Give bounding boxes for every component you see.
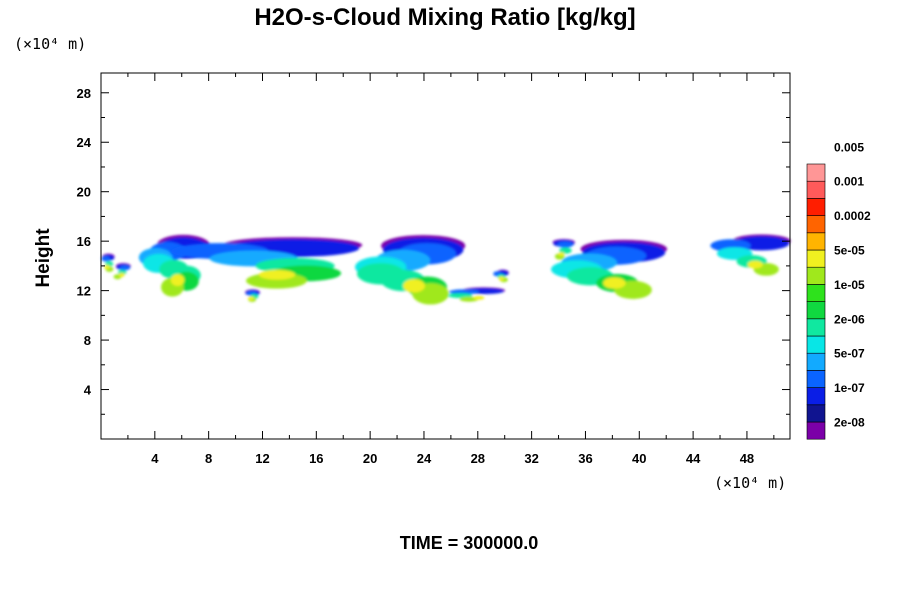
y-tick-label: 28 <box>77 86 91 101</box>
x-tick-label: 48 <box>740 451 754 466</box>
colorbar-cell <box>806 352 826 371</box>
colorbar-cell <box>806 335 826 354</box>
y-tick-label: 4 <box>84 383 92 398</box>
cloud-core <box>558 252 565 257</box>
cloud-core <box>118 272 125 277</box>
cloud-core <box>104 265 111 270</box>
x-tick-label: 28 <box>471 451 485 466</box>
colorbar-cell <box>806 301 826 320</box>
x-tick-label: 24 <box>417 451 432 466</box>
cloud-patch <box>245 289 260 303</box>
colorbar-cell <box>806 163 826 182</box>
cloud-patch <box>710 234 791 276</box>
colorbar-label: 0.0002 <box>834 209 871 223</box>
colorbar-cell <box>806 370 826 388</box>
colorbar-label: 2e-06 <box>834 312 865 326</box>
x-axis: 4 8 12 16 20 24 28 32 36 40 44 48 <box>127 73 775 466</box>
x-tick-label: 8 <box>205 451 212 466</box>
colorbar: 2e-08 1e-07 5e-07 2e-06 1e-05 5e-05 0.0002 0.00… <box>806 140 871 440</box>
cloud-core <box>498 276 505 281</box>
y-tick-label: 8 <box>84 333 91 348</box>
colorbar-cell <box>806 215 826 234</box>
colorbar-cell <box>806 180 826 199</box>
colorbar-label: 5e-05 <box>834 244 865 258</box>
cloud-body <box>448 293 473 299</box>
cloud-patch <box>552 239 575 260</box>
colorbar-label: 2e-08 <box>834 416 865 430</box>
y-tick-label: 16 <box>77 234 91 249</box>
colorbar-cell <box>806 232 826 251</box>
cloud-field <box>101 234 791 305</box>
cloud-core <box>603 277 626 289</box>
x-tick-label: 12 <box>255 451 269 466</box>
cloud-core <box>247 296 254 301</box>
x-tick-label: 16 <box>309 451 323 466</box>
x-tick-label: 32 <box>524 451 538 466</box>
colorbar-cell <box>806 198 826 216</box>
cloud-patch <box>101 253 115 272</box>
y-tick-label: 24 <box>77 135 92 150</box>
x-unit-label: (×10⁴ m) <box>714 474 786 492</box>
colorbar-cell <box>806 421 826 440</box>
cloud-body <box>101 255 111 262</box>
cloud-body <box>449 289 480 295</box>
cloud-patch <box>448 287 506 302</box>
x-tick-label: 40 <box>632 451 646 466</box>
colorbar-cell <box>806 387 826 406</box>
cloud-core <box>170 274 185 286</box>
x-tick-label: 20 <box>363 451 377 466</box>
x-tick-label: 36 <box>578 451 592 466</box>
y-tick-label: 12 <box>77 284 91 299</box>
colorbar-label: 1e-07 <box>834 381 865 395</box>
cloud-core <box>747 260 763 269</box>
cloud-body <box>557 241 573 248</box>
y-axis-label: Height <box>33 228 54 288</box>
cloud-patch <box>170 237 363 289</box>
cloud-patch <box>493 269 509 283</box>
colorbar-cell <box>806 318 826 337</box>
x-tick-label: 44 <box>686 451 701 466</box>
time-label: TIME = 300000.0 <box>400 533 539 553</box>
cloud-core <box>403 279 425 293</box>
cloud-body <box>119 265 131 271</box>
x-tick-label: 4 <box>151 451 159 466</box>
cloud-patch <box>113 263 131 280</box>
colorbar-label: 5e-07 <box>834 347 865 361</box>
chart-title: H2O-s-Cloud Mixing Ratio [kg/kg] <box>254 4 635 31</box>
y-axis: 4 8 12 16 20 24 28 <box>77 86 790 415</box>
cloud-body <box>559 247 572 254</box>
colorbar-label: 0.005 <box>834 140 864 154</box>
colorbar-label: 0.001 <box>834 175 864 189</box>
cloud-core <box>473 295 485 300</box>
cloud-patch <box>551 239 668 299</box>
colorbar-label: 1e-05 <box>834 278 865 292</box>
colorbar-cell <box>806 284 826 302</box>
colorbar-cell <box>806 249 826 268</box>
colorbar-cell <box>806 404 826 423</box>
plot-frame <box>100 72 791 440</box>
y-unit-label: (×10⁴ m) <box>14 35 86 53</box>
y-tick-label: 20 <box>77 185 91 200</box>
colorbar-cell <box>806 266 826 285</box>
cloud-patch <box>355 235 466 305</box>
cloud-core <box>258 269 296 280</box>
